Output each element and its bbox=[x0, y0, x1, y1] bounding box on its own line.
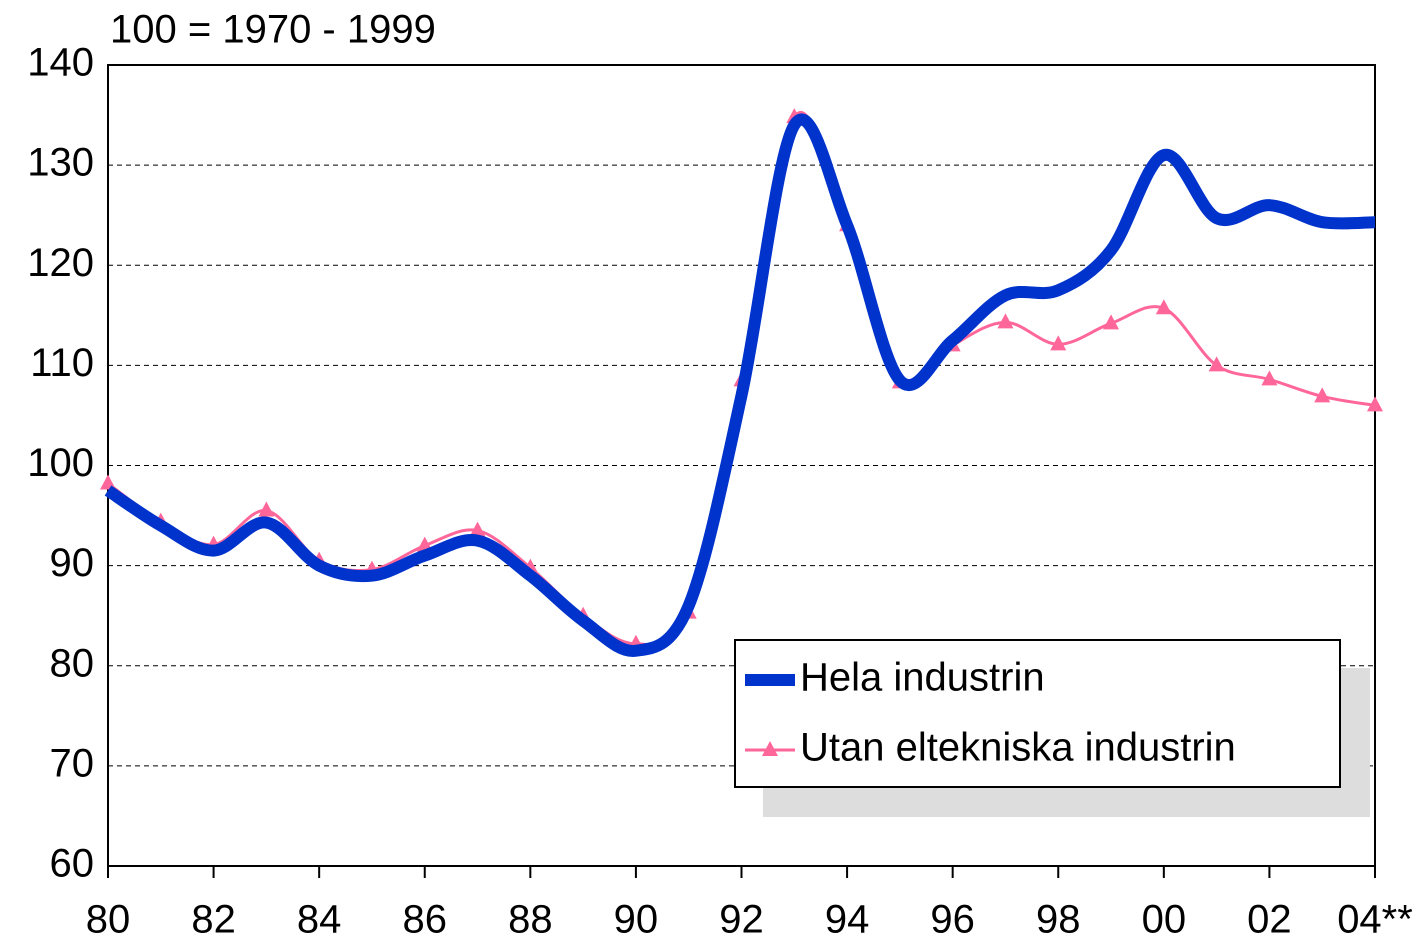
marker bbox=[1314, 387, 1331, 403]
marker bbox=[997, 313, 1014, 329]
y-tick-label: 140 bbox=[27, 41, 94, 85]
line-0 bbox=[104, 113, 1376, 657]
marker bbox=[258, 501, 275, 517]
x-tick-label: 04** bbox=[1337, 898, 1413, 941]
marker bbox=[1155, 299, 1172, 315]
x-tick-label: 96 bbox=[930, 898, 975, 941]
x-tick-label: 92 bbox=[719, 898, 764, 941]
legend-label: Utan eltekniska industrin bbox=[800, 726, 1236, 770]
x-tick-label: 82 bbox=[191, 898, 236, 941]
y-tick-label: 70 bbox=[50, 741, 95, 785]
x-tick-label: 90 bbox=[614, 898, 659, 941]
x-tick-label: 94 bbox=[825, 898, 870, 941]
marker bbox=[1103, 314, 1120, 330]
y-tick-label: 110 bbox=[30, 341, 94, 385]
y-tick-label: 130 bbox=[27, 141, 94, 185]
legend-marker bbox=[762, 741, 778, 756]
x-tick-label: 98 bbox=[1036, 898, 1081, 941]
legend bbox=[734, 639, 1341, 788]
marker bbox=[1367, 396, 1383, 412]
y-tick-label: 90 bbox=[50, 541, 95, 585]
y-tick-label: 80 bbox=[50, 641, 95, 685]
marker bbox=[1208, 356, 1225, 372]
y-tick-label: 60 bbox=[50, 842, 95, 886]
marker bbox=[469, 521, 486, 537]
y-tick-label: 120 bbox=[27, 241, 94, 285]
marker bbox=[1050, 335, 1067, 351]
y-tick-label: 100 bbox=[27, 441, 94, 485]
x-tick-label: 00 bbox=[1142, 898, 1187, 941]
marker bbox=[100, 474, 116, 490]
legend-label: Hela industrin bbox=[800, 656, 1045, 700]
x-tick-label: 02 bbox=[1247, 898, 1292, 941]
x-tick-label: 84 bbox=[297, 898, 342, 941]
x-tick-label: 80 bbox=[86, 898, 131, 941]
x-tick-label: 86 bbox=[403, 898, 448, 941]
chart-subtitle: 100 = 1970 - 1999 bbox=[110, 8, 436, 52]
x-tick-label: 88 bbox=[508, 898, 553, 941]
marker bbox=[1261, 370, 1278, 386]
